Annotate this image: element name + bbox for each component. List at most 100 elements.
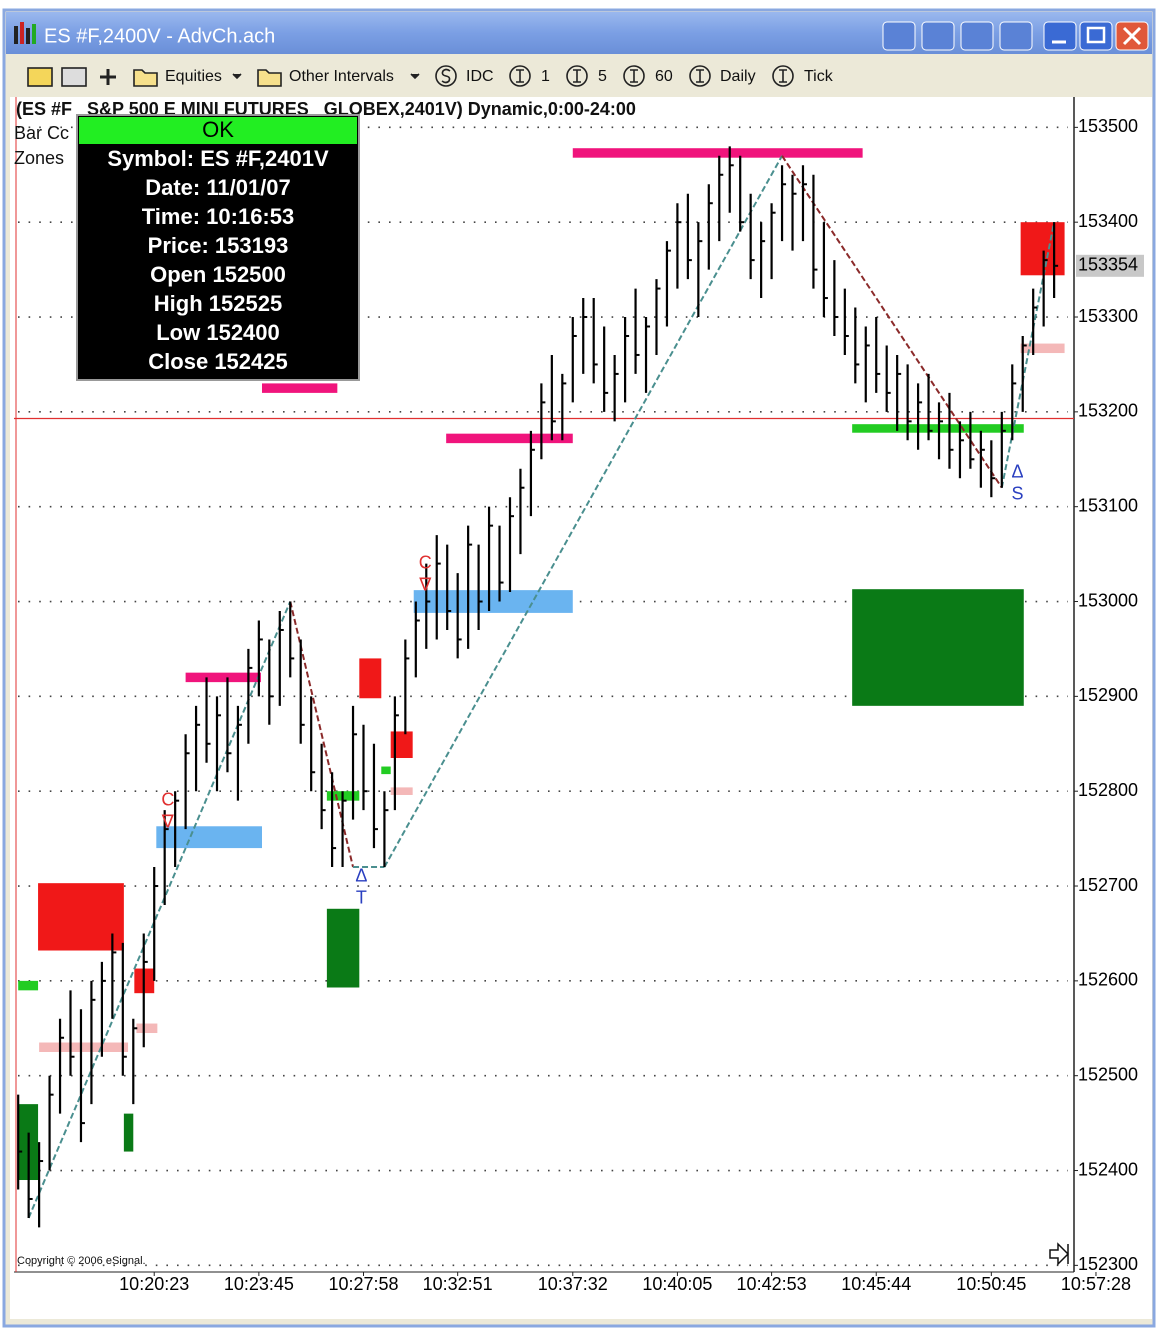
y-tick-label: 153500 (1078, 116, 1138, 136)
toolbar (6, 56, 1152, 96)
y-tick-label: 152300 (1078, 1254, 1138, 1274)
zigzag-segment (781, 155, 1003, 489)
zone (390, 787, 413, 795)
zigzag-segment (1000, 221, 1056, 488)
zone (852, 589, 1024, 706)
y-tick-label: 152700 (1078, 875, 1138, 895)
toolbar-item[interactable]: Other Intervals (289, 68, 394, 85)
info-row: Low 152400 (156, 320, 280, 345)
info-label: Open (150, 262, 206, 287)
toolbar-item[interactable]: 5 (598, 68, 607, 85)
zone (381, 766, 391, 775)
window-title: ES #F,2400V - AdvCh.ach (44, 25, 275, 47)
info-value: 10:16:53 (206, 204, 294, 229)
info-value: 152425 (214, 349, 287, 374)
info-label: Date: (145, 175, 200, 200)
zigzag-segment (383, 155, 783, 868)
x-tick-label: 10:45:44 (841, 1274, 911, 1294)
zone (359, 658, 382, 699)
zone (1020, 343, 1065, 354)
info-label: Close (148, 349, 208, 374)
y-tick-label: 153400 (1078, 211, 1138, 231)
x-tick-label: 10:32:51 (423, 1274, 493, 1294)
info-row: Close 152425 (148, 349, 287, 374)
info-value: ES #F,2401V (200, 146, 329, 171)
chart-title: (ES #F S&P 500 E MINI FUTURES GLOBEX,240… (16, 99, 636, 119)
toolbar-item[interactable]: 60 (655, 68, 673, 85)
info-row: Price: 153193 (148, 233, 289, 258)
title-buttons[interactable] (882, 21, 1149, 51)
y-tick-label: 152500 (1078, 1064, 1138, 1084)
info-label: Price: (148, 233, 209, 258)
zone (185, 672, 261, 683)
toolbar-item[interactable]: Tick (804, 68, 834, 85)
zigzag-segment (27, 601, 292, 1219)
x-tick-label: 10:27:58 (328, 1274, 398, 1294)
toolbar-item[interactable]: 1 (541, 68, 550, 85)
signal-label: ∇ (161, 811, 175, 831)
info-row: Time: 10:16:53 (142, 204, 294, 229)
signal-label: C (161, 789, 174, 809)
y-tick-label: 152800 (1078, 780, 1138, 800)
signal-label: Δ (355, 865, 367, 885)
info-label: High (154, 291, 203, 316)
zone (156, 826, 262, 849)
y-tick-label: 152400 (1078, 1159, 1138, 1179)
y-tick-label: 153000 (1078, 590, 1138, 610)
info-label: Time: (142, 204, 200, 229)
info-label: Symbol: (107, 146, 194, 171)
info-value: 153193 (215, 233, 288, 258)
legend-line: Zones (14, 148, 64, 168)
last-price-label: 153354 (1078, 255, 1138, 275)
x-tick-label: 10:20:23 (119, 1274, 189, 1294)
toolbar-icons[interactable] (27, 65, 794, 87)
toolbar-item[interactable]: Equities (165, 68, 222, 85)
scroll-icon[interactable] (1049, 1242, 1070, 1266)
y-tick-label: 152900 (1078, 685, 1138, 705)
info-row: Symbol: ES #F,2401V (107, 146, 329, 171)
signal-label: C (419, 552, 432, 572)
signal-label: Δ (1011, 461, 1023, 481)
y-tick-label: 152600 (1078, 970, 1138, 990)
signal-label: T (356, 887, 367, 907)
signal-label: ∇ (418, 574, 432, 594)
y-tick-label: 153200 (1078, 401, 1138, 421)
x-tick-label: 10:23:45 (224, 1274, 294, 1294)
toolbar-item[interactable]: IDC (466, 68, 494, 85)
info-row: Open 152500 (150, 262, 286, 287)
info-value: 11/01/07 (206, 175, 290, 200)
toolbar-item[interactable]: Daily (720, 68, 756, 85)
zone (390, 731, 413, 758)
x-tick-label: 10:50:45 (956, 1274, 1026, 1294)
copyright: Copyright © 2006 eSignal. (17, 1255, 146, 1267)
x-tick-label: 10:42:53 (737, 1274, 807, 1294)
app-icon (14, 22, 36, 44)
info-row: High 152525 (154, 291, 282, 316)
info-row: Date: 11/01/07 (145, 175, 291, 200)
zone (38, 883, 124, 951)
x-tick-label: 10:57:28 (1061, 1274, 1131, 1294)
zone (39, 1042, 129, 1052)
zone (18, 980, 39, 991)
info-value: 152525 (209, 291, 282, 316)
zone (261, 383, 338, 393)
y-tick-label: 153100 (1078, 495, 1138, 515)
signal-label: S (1011, 483, 1023, 503)
info-value: 152400 (206, 320, 279, 345)
info-label: Low (156, 320, 201, 345)
x-tick-label: 10:37:32 (538, 1274, 608, 1294)
zone (572, 148, 863, 158)
info-status: OK (202, 117, 234, 142)
last-price-box (1076, 254, 1144, 277)
y-tick-label: 153300 (1078, 306, 1138, 326)
zone (123, 1113, 134, 1152)
zone (136, 1023, 158, 1034)
x-tick-label: 10:40:05 (642, 1274, 712, 1294)
legend-line: Bar Cc (14, 123, 69, 143)
zone (413, 590, 573, 613)
zone (326, 908, 360, 988)
zone (446, 433, 573, 444)
